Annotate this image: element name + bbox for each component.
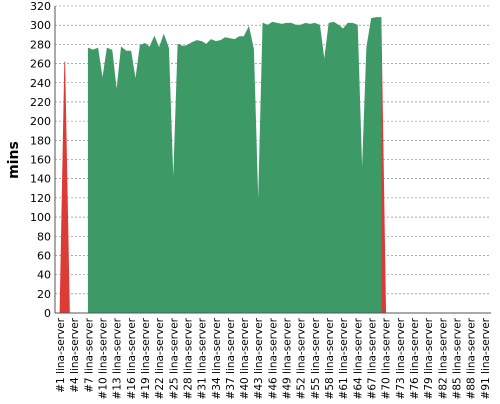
y-tick-label: 260	[30, 58, 51, 71]
x-tick-label: #46 lina-server	[267, 317, 279, 399]
y-axis-label: mins	[6, 141, 22, 179]
x-tick-label: #91 lina-server	[480, 317, 492, 399]
y-tick-label: 300	[30, 19, 51, 32]
x-tick-label: #73 lina-server	[395, 317, 407, 399]
y-tick-label: 240	[30, 77, 51, 90]
y-tick-label: 0	[44, 307, 51, 320]
x-tick-label: #4 lina-server	[69, 317, 81, 392]
x-tick-label: #64 lina-server	[352, 317, 364, 399]
x-tick-label: #61 lina-server	[338, 317, 350, 399]
y-tick-label: 140	[30, 173, 51, 186]
y-tick-label: 60	[37, 249, 51, 262]
x-tick-label: #43 lina-server	[253, 317, 265, 399]
x-tick-label: #22 lina-server	[154, 317, 166, 399]
y-tick-label: 20	[37, 288, 51, 301]
x-tick-label: #58 lina-server	[324, 317, 336, 399]
x-tick-label: #52 lina-server	[296, 317, 308, 399]
y-tick-label: 120	[30, 192, 51, 205]
x-tick-label: #7 lina-server	[83, 317, 95, 392]
x-tick-label: #25 lina-server	[168, 317, 180, 399]
x-tick-label: #1 lina-server	[55, 317, 67, 392]
x-tick-label: #82 lina-server	[437, 317, 449, 399]
y-tick-label: 200	[30, 115, 51, 128]
y-tick-label: 100	[30, 211, 51, 224]
x-tick-label: #40 lina-server	[239, 317, 251, 399]
y-tick-label: 160	[30, 154, 51, 167]
y-tick-label: 320	[30, 0, 51, 13]
x-tick-label: #76 lina-server	[409, 317, 421, 399]
y-tick-label: 40	[37, 269, 51, 282]
x-tick-label: #13 lina-server	[112, 317, 124, 399]
x-tick-label: #31 lina-server	[197, 317, 209, 399]
area	[87, 17, 382, 314]
x-tick-label: #85 lina-server	[451, 317, 463, 399]
x-tick-label: #88 lina-server	[466, 317, 478, 399]
y-tick-label: 220	[30, 96, 51, 109]
y-tick-label: 80	[37, 230, 51, 243]
x-tick-label: #79 lina-server	[423, 317, 435, 399]
x-tick-label: #55 lina-server	[310, 317, 322, 399]
x-tick-label: #34 lina-server	[211, 317, 223, 399]
x-tick-label: #16 lina-server	[126, 317, 138, 399]
x-tick-label: #28 lina-server	[182, 317, 194, 399]
x-tick-label: #70 lina-server	[381, 317, 393, 399]
x-tick-label: #10 lina-server	[97, 317, 109, 399]
x-tick-label: #67 lina-server	[367, 317, 379, 399]
y-tick-label: 280	[30, 38, 51, 51]
y-tick-label: 180	[30, 134, 51, 147]
x-tick-label: #37 lina-server	[225, 317, 237, 399]
x-tick-label: #49 lina-server	[282, 317, 294, 399]
x-tick-label: #19 lina-server	[140, 317, 152, 399]
